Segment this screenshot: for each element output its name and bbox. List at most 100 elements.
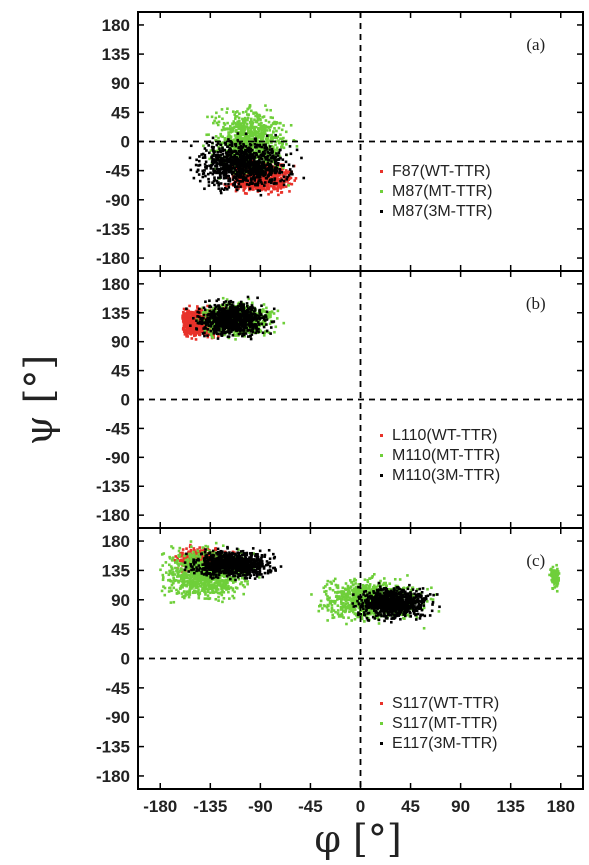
data-point bbox=[236, 138, 239, 142]
data-point bbox=[189, 310, 192, 314]
data-point bbox=[202, 316, 205, 320]
data-point bbox=[233, 313, 236, 317]
data-point bbox=[233, 125, 236, 129]
data-point bbox=[264, 170, 267, 174]
data-point bbox=[262, 162, 265, 165]
data-point bbox=[210, 155, 214, 158]
data-point bbox=[244, 320, 248, 324]
data-point bbox=[206, 334, 209, 337]
data-point bbox=[281, 171, 285, 174]
data-point bbox=[284, 130, 288, 134]
data-point bbox=[234, 150, 238, 153]
data-point bbox=[227, 168, 231, 172]
data-point bbox=[245, 122, 249, 126]
data-point bbox=[255, 143, 258, 147]
data-point bbox=[276, 162, 279, 166]
data-point bbox=[215, 319, 219, 323]
data-point bbox=[268, 313, 272, 316]
data-point bbox=[258, 161, 261, 164]
data-point bbox=[194, 163, 198, 167]
data-point bbox=[248, 104, 252, 107]
data-point bbox=[213, 319, 217, 323]
data-point bbox=[269, 168, 272, 172]
data-point bbox=[217, 120, 221, 124]
data-point bbox=[243, 138, 247, 141]
data-point bbox=[236, 185, 239, 189]
data-point bbox=[268, 128, 271, 132]
data-point bbox=[225, 170, 228, 173]
data-point bbox=[231, 178, 235, 181]
data-point bbox=[196, 315, 199, 318]
data-point bbox=[220, 108, 224, 111]
data-point bbox=[238, 149, 242, 153]
data-point bbox=[289, 123, 293, 127]
data-point bbox=[294, 177, 298, 180]
data-point bbox=[243, 146, 246, 149]
data-point bbox=[259, 118, 262, 122]
data-point bbox=[220, 142, 224, 146]
data-point bbox=[205, 149, 208, 152]
data-point bbox=[239, 147, 243, 151]
y-tick-label: 90 bbox=[111, 333, 130, 352]
data-point bbox=[250, 133, 254, 136]
data-point bbox=[222, 322, 226, 326]
data-point bbox=[199, 327, 203, 331]
data-point bbox=[220, 334, 223, 337]
data-point bbox=[226, 317, 229, 320]
data-point bbox=[275, 167, 279, 170]
data-point bbox=[255, 183, 259, 187]
data-point bbox=[217, 335, 220, 338]
data-point bbox=[245, 302, 249, 305]
data-point bbox=[251, 188, 254, 191]
data-point bbox=[259, 124, 263, 128]
data-point bbox=[276, 154, 280, 157]
data-point bbox=[213, 119, 216, 123]
data-point bbox=[265, 310, 269, 314]
data-point bbox=[273, 187, 277, 190]
data-point bbox=[246, 309, 249, 312]
data-point bbox=[231, 304, 235, 307]
data-point bbox=[264, 330, 267, 333]
data-point bbox=[220, 308, 224, 312]
data-point bbox=[250, 162, 253, 166]
y-tick-label: -135 bbox=[96, 220, 130, 239]
legend-entry: M110(MT-TTR) bbox=[392, 447, 500, 464]
data-point bbox=[251, 325, 255, 328]
data-point bbox=[241, 180, 244, 183]
data-point bbox=[244, 110, 248, 113]
data-point bbox=[235, 188, 239, 192]
data-point bbox=[216, 337, 220, 340]
data-point bbox=[184, 321, 188, 325]
data-point bbox=[257, 129, 261, 133]
data-point bbox=[278, 185, 281, 189]
data-point bbox=[209, 305, 213, 309]
data-point bbox=[258, 189, 262, 193]
data-point bbox=[243, 169, 247, 172]
data-point bbox=[195, 324, 199, 328]
data-point bbox=[278, 121, 282, 125]
data-point bbox=[204, 300, 207, 304]
data-point bbox=[202, 313, 206, 317]
data-point bbox=[198, 155, 201, 158]
data-point bbox=[250, 314, 254, 318]
data-point bbox=[263, 166, 267, 170]
data-point bbox=[257, 327, 260, 331]
data-point bbox=[295, 145, 299, 148]
data-point bbox=[196, 310, 200, 314]
data-point bbox=[186, 335, 190, 338]
data-point bbox=[239, 176, 243, 179]
scatter-points bbox=[181, 295, 286, 341]
data-point bbox=[217, 307, 220, 311]
data-point bbox=[277, 151, 281, 155]
data-point bbox=[269, 164, 272, 168]
data-point bbox=[222, 174, 226, 177]
data-point bbox=[230, 326, 233, 330]
data-point bbox=[262, 124, 266, 127]
data-point bbox=[246, 169, 250, 173]
data-point bbox=[225, 162, 229, 165]
data-point bbox=[261, 308, 265, 311]
data-point bbox=[202, 144, 205, 148]
data-point bbox=[279, 156, 282, 160]
data-point bbox=[267, 186, 271, 190]
data-point bbox=[280, 185, 284, 189]
